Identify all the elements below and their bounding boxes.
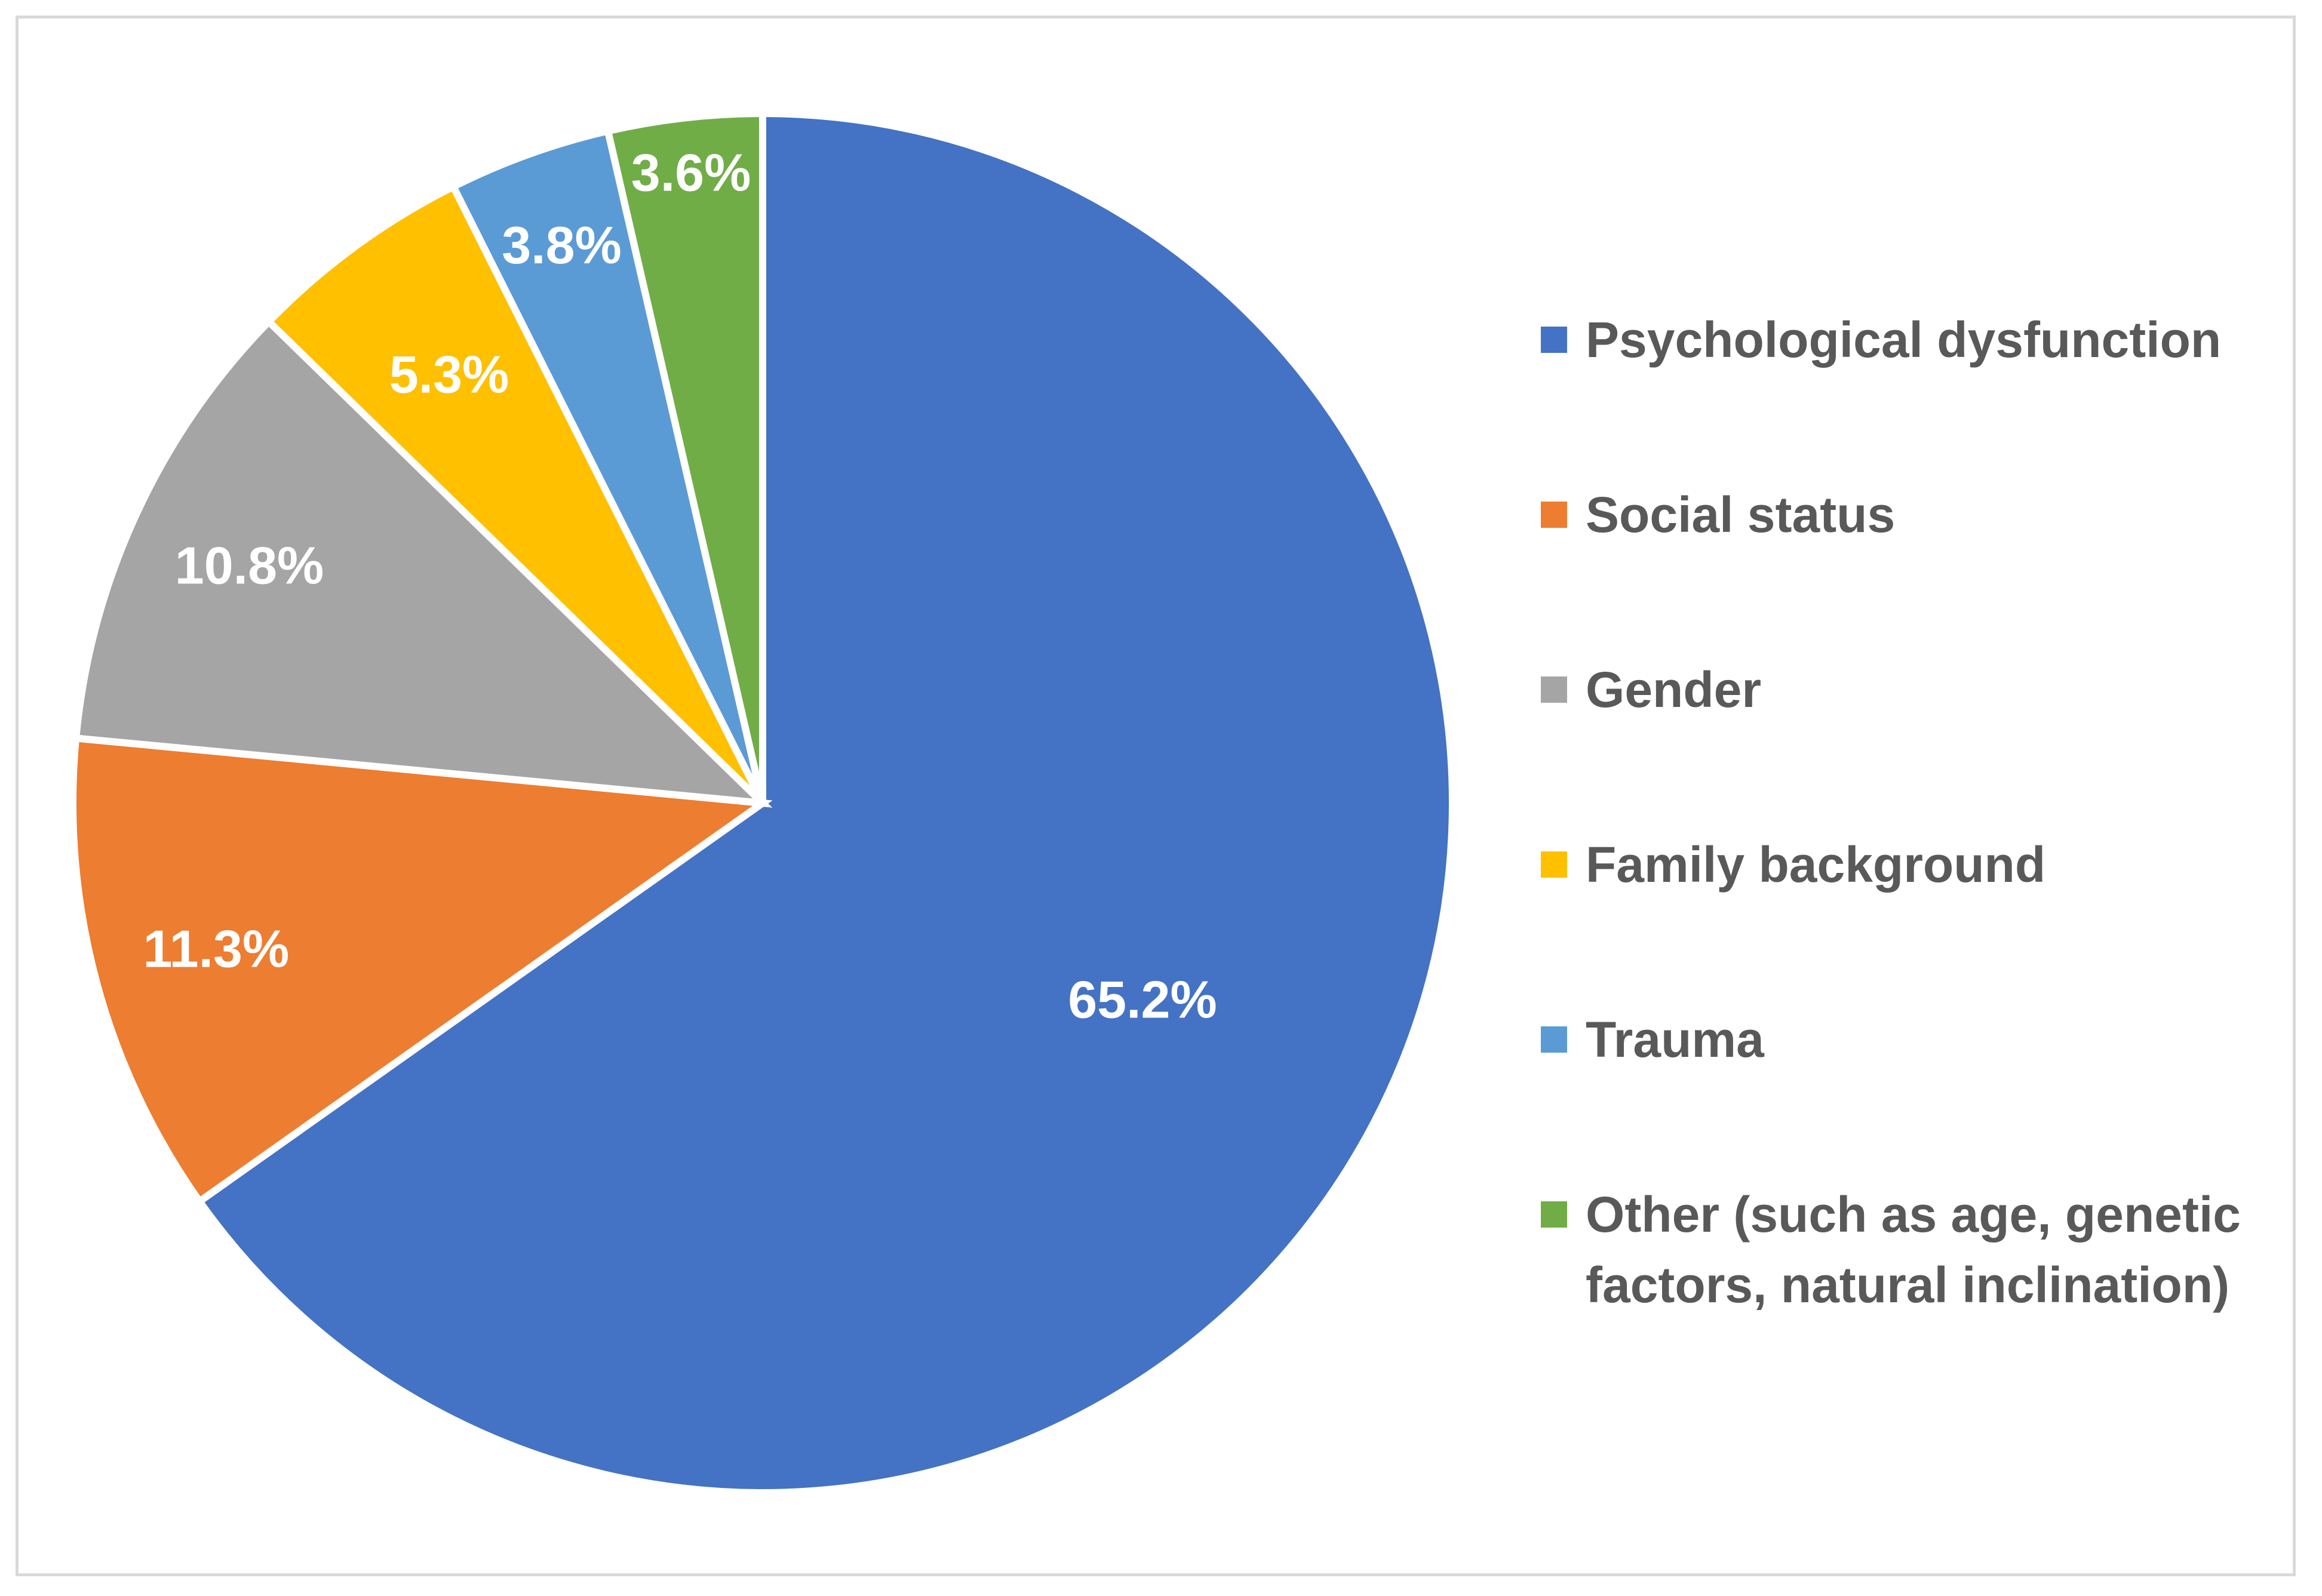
data-label-social-status: 11.3% bbox=[143, 920, 290, 979]
data-label-other: 3.6% bbox=[631, 143, 751, 202]
legend-swatch-gender bbox=[1541, 676, 1567, 703]
legend-swatch-other bbox=[1541, 1201, 1567, 1228]
legend-swatch-trauma bbox=[1541, 1026, 1567, 1053]
legend-label-family-background: Family background bbox=[1586, 837, 2046, 893]
pie-data-labels: 65.2% 11.3% 10.8% 5.3% 3.8%3.6% bbox=[143, 143, 1217, 1029]
legend-swatch-family-background bbox=[1541, 851, 1567, 878]
pie-slice-other bbox=[603, 109, 766, 804]
legend-label-psychological-dysfunction: Psychological dysfunction bbox=[1586, 312, 2222, 368]
legend-label-social-status: Social status bbox=[1586, 487, 1896, 543]
legend-label-other: Other (such as age, genetic factors, nat… bbox=[1586, 1186, 2241, 1313]
pie-slice-family-background bbox=[263, 182, 766, 806]
pie-slice-trauma bbox=[449, 127, 766, 805]
data-label-family-background: 5.3% bbox=[389, 345, 509, 404]
legend-label-trauma: Trauma bbox=[1586, 1011, 1764, 1068]
pie-slices bbox=[69, 109, 1456, 1496]
data-label-psychological-dysfunction: 65.2% bbox=[1068, 970, 1217, 1029]
pie-slice-gender bbox=[72, 316, 773, 808]
data-label-gender: 10.8% bbox=[175, 536, 324, 595]
legend-swatch-social-status bbox=[1541, 502, 1567, 528]
data-label-trauma: 3.8% bbox=[502, 216, 622, 275]
pie-slice-psychological-dysfunction bbox=[194, 109, 1456, 1496]
pie-slice-social-status bbox=[69, 734, 773, 1207]
legend-swatch-psychological-dysfunction bbox=[1541, 327, 1567, 353]
legend-label-gender: Gender bbox=[1586, 662, 1762, 718]
